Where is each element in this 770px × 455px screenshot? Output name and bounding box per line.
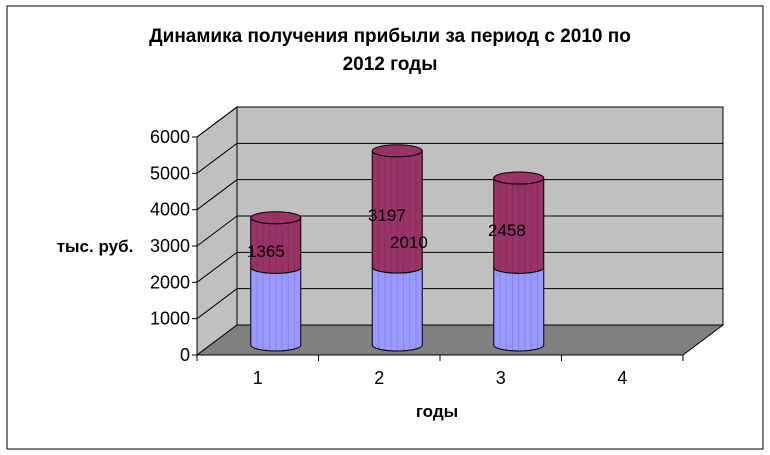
x-tick-label: 2 bbox=[374, 368, 384, 388]
gridline bbox=[196, 179, 723, 211]
bars-group bbox=[250, 144, 545, 352]
y-tick-label: 3000 bbox=[150, 236, 190, 256]
chart-title-line-2: 2012 годы bbox=[343, 54, 438, 75]
data-label: 2010 bbox=[390, 233, 428, 252]
y-axis-label: тыс. руб. bbox=[57, 237, 134, 256]
x-tick-label: 4 bbox=[617, 368, 627, 388]
gridline bbox=[196, 142, 723, 174]
gridline bbox=[196, 215, 723, 247]
y-tick-label: 1000 bbox=[150, 309, 190, 329]
data-labels: 1365 3197 2010 2458 bbox=[247, 206, 526, 261]
chart-title-line-1: Динамика получения прибыли за период с 2… bbox=[149, 26, 631, 47]
bar-series2-2-cap bbox=[371, 144, 423, 158]
x-axis-label: годы bbox=[416, 402, 458, 421]
gridline bbox=[196, 251, 723, 283]
data-label: 2458 bbox=[488, 221, 526, 240]
tick-labels: 0 1000 2000 3000 4000 5000 6000 1 2 3 4 bbox=[150, 127, 684, 388]
x-tick-label: 1 bbox=[253, 368, 263, 388]
x-tick-label: 3 bbox=[496, 368, 506, 388]
y-tick-label: 0 bbox=[180, 345, 190, 365]
y-tick-label: 4000 bbox=[150, 200, 190, 220]
data-label: 1365 bbox=[247, 242, 285, 261]
y-tick-label: 2000 bbox=[150, 272, 190, 292]
y-tick-label: 5000 bbox=[150, 163, 190, 183]
y-tick-label: 6000 bbox=[150, 127, 190, 147]
data-label: 3197 bbox=[368, 206, 406, 225]
bar-series2-3-cap bbox=[493, 171, 545, 185]
bar-series2-1-cap bbox=[250, 211, 302, 225]
plot-area bbox=[195, 106, 725, 356]
gridline bbox=[196, 288, 723, 320]
gridline bbox=[196, 106, 723, 138]
